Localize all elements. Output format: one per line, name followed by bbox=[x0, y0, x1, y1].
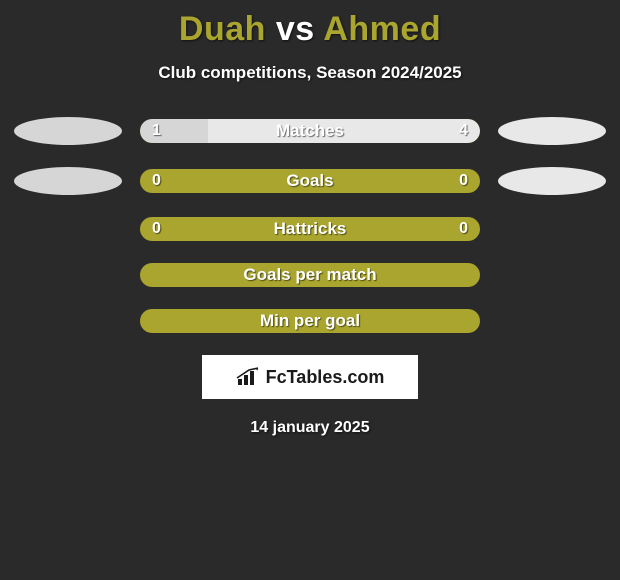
player2-marker bbox=[498, 117, 606, 145]
stat-label: Min per goal bbox=[140, 309, 480, 333]
stat-value-player2: 0 bbox=[459, 217, 468, 241]
stat-value-player2: 4 bbox=[459, 119, 468, 143]
stat-value-player1: 1 bbox=[152, 119, 161, 143]
brand-text: FcTables.com bbox=[266, 367, 385, 388]
stat-bar: Matches1 4 bbox=[140, 119, 480, 143]
stat-value-player1: 0 bbox=[152, 217, 161, 241]
bar-chart-icon bbox=[236, 367, 260, 387]
stat-label: Goals per match bbox=[140, 263, 480, 287]
stat-bar: Goals per match bbox=[140, 263, 480, 287]
player1-marker bbox=[14, 167, 122, 195]
stat-value-player1: 0 bbox=[152, 169, 161, 193]
vs-word: vs bbox=[276, 10, 315, 48]
stat-rows: Matches14Goals00Hattricks00Goals per mat… bbox=[0, 117, 620, 333]
stat-bar: Hattricks0 0 bbox=[140, 217, 480, 241]
stat-row: Goals per match bbox=[0, 263, 620, 287]
stat-bar: Goals0 0 bbox=[140, 169, 480, 193]
brand-badge: FcTables.com bbox=[202, 355, 418, 399]
snapshot-date: 14 january 2025 bbox=[0, 419, 620, 437]
player2-name: Ahmed bbox=[323, 10, 441, 48]
stat-bar: Min per goal bbox=[140, 309, 480, 333]
stat-label: Matches bbox=[140, 119, 480, 143]
comparison-subtitle: Club competitions, Season 2024/2025 bbox=[0, 63, 620, 83]
stat-row: Hattricks0 0 bbox=[0, 217, 620, 241]
stat-row: Min per goal bbox=[0, 309, 620, 333]
stat-label: Hattricks bbox=[140, 217, 480, 241]
player1-marker bbox=[14, 117, 122, 145]
player2-marker bbox=[498, 167, 606, 195]
stat-row: Goals0 0 bbox=[0, 167, 620, 195]
stat-value-player2: 0 bbox=[459, 169, 468, 193]
comparison-title: Duah vs Ahmed bbox=[0, 0, 620, 49]
stat-label: Goals bbox=[140, 169, 480, 193]
player1-name: Duah bbox=[179, 10, 266, 48]
stat-row: Matches1 4 bbox=[0, 117, 620, 145]
